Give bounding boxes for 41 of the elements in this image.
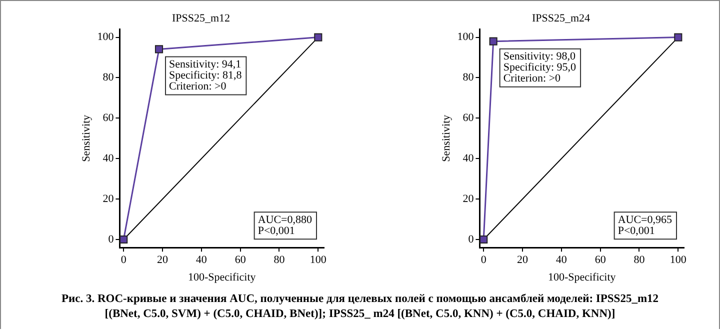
chart-title: IPSS25_m24 (532, 12, 591, 24)
y-tick-label: 80 (102, 72, 114, 84)
x-tick-label: 0 (480, 254, 487, 266)
annotation: AUC=0,880 P<0,001 (258, 214, 312, 237)
y-tick-label: 20 (102, 192, 114, 205)
annotation: AUC=0,965 P<0,001 (618, 214, 672, 237)
x-tick-label: 40 (556, 254, 568, 266)
x-tick-label: 0 (120, 254, 127, 266)
x-tick-label: 100 (670, 254, 687, 266)
point (480, 235, 488, 244)
y-tick-label: 40 (102, 152, 114, 165)
x-tick-label: 40 (196, 254, 208, 266)
x-tick-label: 60 (594, 254, 606, 266)
annotation: Sensitivity: 94,1 Specificity: 81,8 Criterion: >0 (169, 58, 242, 93)
x-tick-label: 80 (634, 254, 646, 266)
point (489, 37, 498, 46)
x-axis-title: 100-Specificity (548, 271, 616, 284)
x-tick-label: 60 (234, 254, 246, 266)
text: Рис. 3. ROC-кривые и значения AUC, полученные для целевых полей с помощью ансамблей моделей: IPSS25_m12 [(BNet, C5.0, SVM) + (C5.0, CHAID, BNet)]; IPSS25_ m24 [(BNet, C5.0, KNN) + (C5.0, CHAID, KNN)] (60, 292, 660, 322)
y-tick-label: 80 (462, 72, 474, 84)
y-tick-label: 0 (468, 233, 474, 246)
point (154, 45, 164, 54)
point (314, 33, 322, 42)
y-tick-label: 100 (457, 31, 474, 44)
y-tick-label: 100 (97, 31, 114, 44)
x-tick-label: 80 (274, 254, 286, 266)
point (120, 235, 128, 244)
x-tick-label: 20 (157, 254, 169, 266)
annotation: Sensitivity: 98,0 Specificity: 95,0 Criterion: >0 (503, 50, 577, 85)
y-tick-label: 0 (108, 233, 114, 246)
x-tick-label: 100 (310, 254, 327, 266)
y-tick-label: 60 (462, 112, 474, 124)
y-tick-label: 60 (102, 112, 114, 124)
y-axis-title: Sensitivity (80, 114, 92, 162)
chart-title: IPSS25_m12 (172, 12, 230, 24)
x-axis-title: 100-Specificity (188, 271, 256, 284)
x-tick-label: 20 (517, 254, 529, 266)
point (674, 33, 682, 42)
y-tick-label: 20 (462, 192, 474, 205)
y-axis-title: Sensitivity (440, 114, 452, 162)
y-tick-label: 40 (462, 152, 474, 165)
